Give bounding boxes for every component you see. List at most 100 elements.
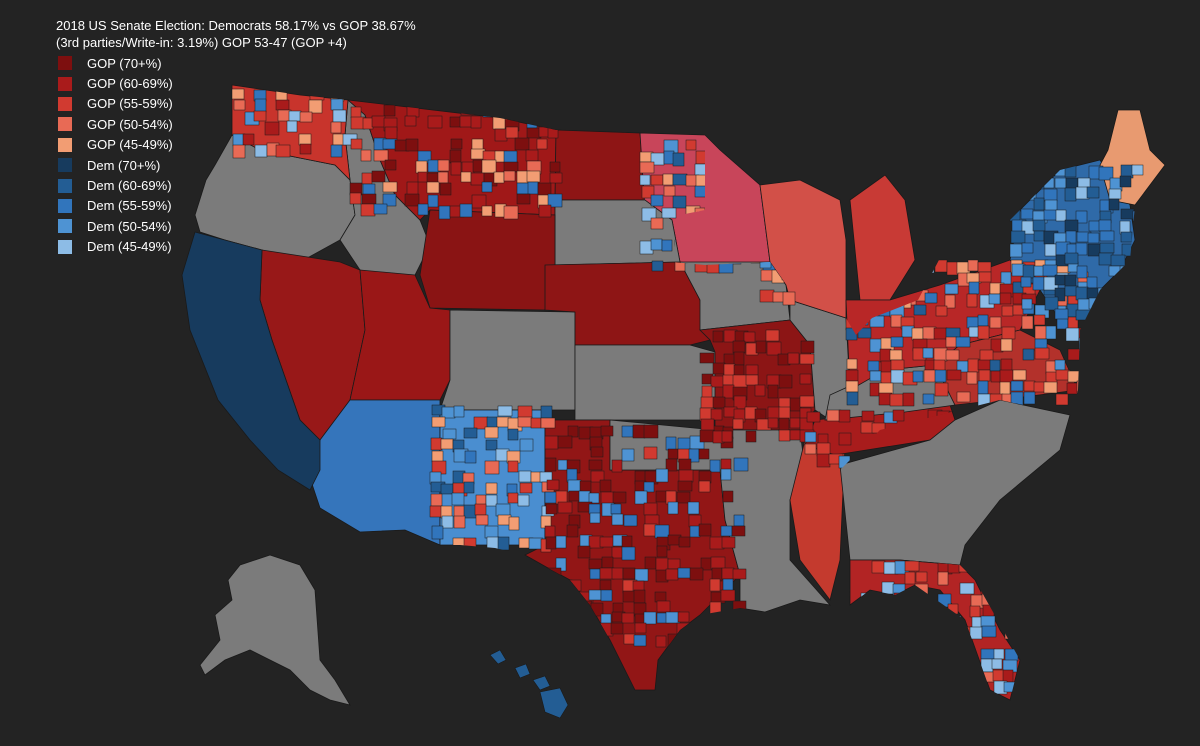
county-cell <box>1011 165 1025 178</box>
county-cell <box>544 612 559 624</box>
county-cell <box>384 126 398 140</box>
county-cell <box>789 397 802 412</box>
county-cell <box>1075 242 1088 256</box>
county-cell <box>330 98 344 111</box>
county-cell <box>651 260 664 272</box>
county-cell <box>538 204 552 218</box>
county-cell <box>709 601 722 615</box>
county-cell <box>838 409 851 423</box>
county-cell <box>538 115 550 129</box>
county-cell <box>889 349 903 361</box>
county-cell <box>471 194 487 209</box>
county-cell <box>519 438 534 452</box>
county-cell <box>621 448 635 462</box>
county-cell <box>611 567 624 580</box>
county-cell <box>1075 309 1091 321</box>
county-cell <box>650 217 664 230</box>
county-cell <box>991 658 1003 670</box>
county-cell <box>621 612 635 624</box>
county-cell <box>915 267 929 282</box>
region-colorado <box>439 309 576 411</box>
county-cell <box>1121 297 1136 312</box>
county-cell <box>846 358 858 370</box>
county-cell <box>525 149 539 162</box>
county-cell <box>949 681 965 695</box>
county-cell <box>720 612 734 624</box>
county-cell <box>722 490 734 503</box>
county-cell <box>721 430 733 443</box>
county-cell <box>556 624 572 636</box>
county-cell <box>989 316 1002 329</box>
county-cell <box>588 589 602 601</box>
county-cell <box>947 603 959 615</box>
county-cell <box>721 633 733 645</box>
region-north-dakota <box>554 129 646 201</box>
county-cell <box>1132 298 1144 312</box>
county-cell <box>924 292 938 304</box>
county-cell <box>733 514 745 527</box>
county-cell <box>601 556 614 569</box>
county-cell <box>442 428 457 440</box>
county-cell <box>440 438 454 450</box>
county-cell <box>1066 382 1079 395</box>
county-cell <box>503 104 519 117</box>
county-cell <box>745 430 757 443</box>
county-cell <box>959 582 975 595</box>
county-cell <box>904 603 920 618</box>
county-cell <box>881 680 894 695</box>
county-cell <box>1097 309 1111 324</box>
county-cell <box>799 353 815 365</box>
county-cell <box>567 613 582 628</box>
county-cell <box>667 558 681 570</box>
county-cell <box>913 234 929 248</box>
county-cell <box>485 494 498 507</box>
county-cell <box>977 325 990 340</box>
county-cell <box>611 459 623 473</box>
county-cell <box>644 556 657 570</box>
county-cell <box>904 571 916 585</box>
legend-item-dem-55: Dem (55-59%) <box>58 196 173 216</box>
county-cell <box>438 205 451 220</box>
county-cell <box>349 192 362 205</box>
county-cell <box>1131 264 1144 279</box>
county-cell <box>655 635 667 648</box>
county-cell <box>1120 285 1135 297</box>
county-cell <box>661 239 673 252</box>
county-cell <box>431 416 446 428</box>
county-cell <box>484 460 500 475</box>
county-cell <box>857 327 872 339</box>
county-cell <box>1064 274 1077 288</box>
county-cell <box>871 647 885 662</box>
county-cell <box>977 314 989 327</box>
county-cell <box>405 138 419 152</box>
county-cell <box>1009 208 1021 222</box>
county-cell <box>980 648 996 660</box>
county-cell <box>360 149 372 162</box>
county-cell <box>1055 393 1069 406</box>
county-cell <box>264 121 280 136</box>
county-cell <box>1065 327 1080 342</box>
county-cell <box>979 349 994 362</box>
county-cell <box>547 126 559 139</box>
county-cell <box>1045 325 1057 340</box>
county-cell <box>916 593 929 606</box>
county-cell <box>1022 348 1035 361</box>
county-cell <box>517 405 533 419</box>
county-cell <box>634 622 647 634</box>
county-cell <box>904 560 920 572</box>
county-cell <box>981 593 997 607</box>
county-cell <box>806 411 821 423</box>
county-cell <box>1002 616 1015 628</box>
county-cell <box>799 373 812 385</box>
county-cell <box>743 331 756 343</box>
county-cell <box>860 592 876 606</box>
county-cell <box>1076 380 1088 394</box>
county-cell <box>1022 166 1034 181</box>
county-cell <box>1099 230 1115 242</box>
county-cell <box>922 393 935 405</box>
county-cell <box>847 281 860 295</box>
county-cell <box>712 330 724 343</box>
county-cell <box>915 214 931 227</box>
county-cell <box>1003 594 1018 606</box>
county-cell <box>915 258 929 273</box>
